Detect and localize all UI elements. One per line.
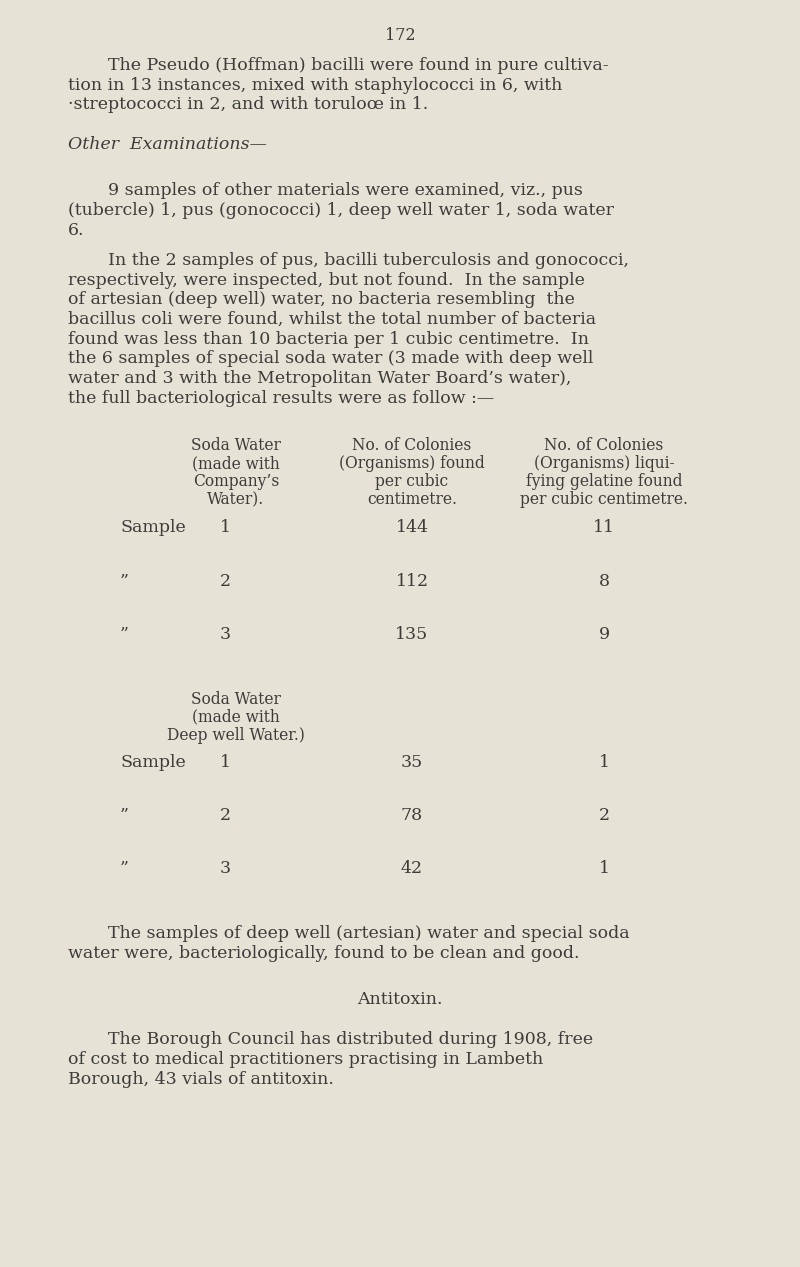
Text: water and 3 with the Metropolitan Water Board’s water),: water and 3 with the Metropolitan Water … [68, 370, 571, 386]
Text: centimetre.: centimetre. [367, 492, 457, 508]
Text: 172: 172 [385, 27, 415, 43]
Text: 9: 9 [598, 626, 610, 642]
Text: Company’s: Company’s [193, 474, 279, 490]
Text: per cubic centimetre.: per cubic centimetre. [520, 492, 688, 508]
Text: Soda Water: Soda Water [191, 437, 281, 454]
Text: of artesian (deep well) water, no bacteria resembling  the: of artesian (deep well) water, no bacter… [68, 291, 575, 308]
Text: 1: 1 [598, 860, 610, 877]
Text: 1: 1 [598, 754, 610, 770]
Text: the 6 samples of special soda water (3 made with deep well: the 6 samples of special soda water (3 m… [68, 350, 594, 367]
Text: The Pseudo (Hoffman) bacilli were found in pure cultiva-: The Pseudo (Hoffman) bacilli were found … [108, 57, 609, 73]
Text: The Borough Council has distributed during 1908, free: The Borough Council has distributed duri… [108, 1031, 593, 1048]
Text: 2: 2 [220, 573, 231, 589]
Text: 42: 42 [401, 860, 423, 877]
Text: 78: 78 [401, 807, 423, 824]
Text: water were, bacteriologically, found to be clean and good.: water were, bacteriologically, found to … [68, 945, 579, 962]
Text: ”: ” [120, 807, 129, 824]
Text: (tubercle) 1, pus (gonococci) 1, deep well water 1, soda water: (tubercle) 1, pus (gonococci) 1, deep we… [68, 201, 614, 219]
Text: ·streptococci in 2, and with toruloœ in 1.: ·streptococci in 2, and with toruloœ in … [68, 96, 428, 113]
Text: Sample: Sample [120, 754, 186, 770]
Text: (Organisms) liqui-: (Organisms) liqui- [534, 455, 674, 473]
Text: Borough, 43 vials of antitoxin.: Borough, 43 vials of antitoxin. [68, 1071, 334, 1087]
Text: Water).: Water). [207, 492, 265, 508]
Text: Sample: Sample [120, 519, 186, 536]
Text: Other  Examinations—: Other Examinations— [68, 136, 267, 152]
Text: ”: ” [120, 626, 129, 642]
Text: ”: ” [120, 860, 129, 877]
Text: ”: ” [120, 573, 129, 589]
Text: 2: 2 [220, 807, 231, 824]
Text: No. of Colonies: No. of Colonies [352, 437, 472, 454]
Text: 3: 3 [220, 626, 231, 642]
Text: bacillus coli were found, whilst the total number of bacteria: bacillus coli were found, whilst the tot… [68, 310, 596, 328]
Text: The samples of deep well (artesian) water and special soda: The samples of deep well (artesian) wate… [108, 925, 630, 941]
Text: In the 2 samples of pus, bacilli tuberculosis and gonococci,: In the 2 samples of pus, bacilli tubercu… [108, 252, 629, 269]
Text: 1: 1 [220, 754, 231, 770]
Text: 3: 3 [220, 860, 231, 877]
Text: 2: 2 [598, 807, 610, 824]
Text: tion in 13 instances, mixed with staphylococci in 6, with: tion in 13 instances, mixed with staphyl… [68, 76, 562, 94]
Text: 144: 144 [395, 519, 429, 536]
Text: per cubic: per cubic [375, 474, 449, 490]
Text: 9 samples of other materials were examined, viz., pus: 9 samples of other materials were examin… [108, 182, 583, 199]
Text: respectively, were inspected, but not found.  In the sample: respectively, were inspected, but not fo… [68, 271, 585, 289]
Text: 35: 35 [401, 754, 423, 770]
Text: Soda Water: Soda Water [191, 691, 281, 707]
Text: 8: 8 [598, 573, 610, 589]
Text: No. of Colonies: No. of Colonies [544, 437, 664, 454]
Text: Antitoxin.: Antitoxin. [358, 991, 442, 1007]
Text: the full bacteriological results were as follow :—: the full bacteriological results were as… [68, 389, 494, 407]
Text: fying gelatine found: fying gelatine found [526, 474, 682, 490]
Text: of cost to medical practitioners practising in Lambeth: of cost to medical practitioners practis… [68, 1052, 543, 1068]
Text: 1: 1 [220, 519, 231, 536]
Text: 112: 112 [395, 573, 429, 589]
Text: found was less than 10 bacteria per 1 cubic centimetre.  In: found was less than 10 bacteria per 1 cu… [68, 331, 589, 347]
Text: 11: 11 [593, 519, 615, 536]
Text: 6.: 6. [68, 222, 85, 238]
Text: (made with: (made with [192, 455, 280, 473]
Text: (made with: (made with [192, 708, 280, 726]
Text: Deep well Water.): Deep well Water.) [167, 727, 305, 744]
Text: (Organisms) found: (Organisms) found [339, 455, 485, 473]
Text: 135: 135 [395, 626, 429, 642]
